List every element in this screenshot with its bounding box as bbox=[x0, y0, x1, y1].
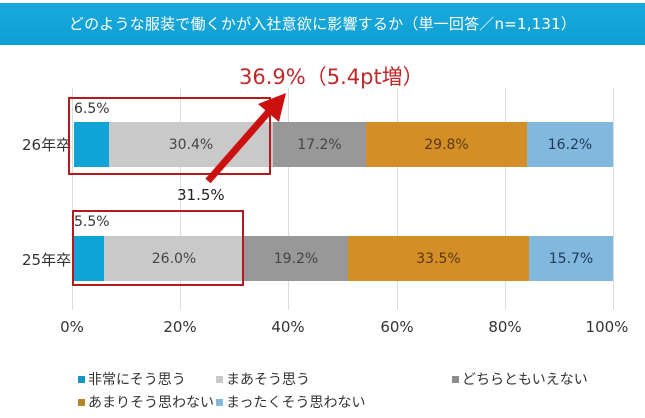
segment-neutral: 17.2% bbox=[273, 122, 366, 167]
legend-swatch bbox=[78, 398, 85, 406]
x-tick-label: 0% bbox=[60, 318, 84, 336]
value-label: 26.0% bbox=[151, 250, 197, 267]
value-label-very-agree-26: 6.5% bbox=[74, 101, 110, 117]
value-label-very-agree-25: 5.5% bbox=[74, 214, 110, 230]
legend-label: あまりそう思わない bbox=[88, 395, 214, 411]
legend-label: どちらともいえない bbox=[462, 372, 588, 388]
gridline-60 bbox=[397, 88, 398, 310]
legend-item-somewhat-disagree: あまりそう思わない bbox=[78, 392, 214, 412]
value-label: 19.2% bbox=[273, 250, 319, 267]
segment-somewhat-agree: 30.4% bbox=[109, 122, 273, 167]
segment-very-agree bbox=[74, 122, 109, 167]
segment-strongly-disagree: 16.2% bbox=[527, 122, 613, 167]
gridline-0 bbox=[72, 88, 73, 310]
legend-item-neutral: どちらともいえない bbox=[452, 369, 588, 389]
gridline-80 bbox=[505, 88, 506, 310]
legend-label: 非常にそう思う bbox=[88, 372, 186, 388]
bar-25: 26.0% 19.2% 33.5% 15.7% bbox=[74, 236, 613, 281]
legend-item-very-agree: 非常にそう思う bbox=[78, 369, 186, 389]
legend-label: まったくそう思わない bbox=[226, 395, 366, 411]
value-label: 30.4% bbox=[168, 136, 214, 153]
x-tick-label: 40% bbox=[271, 318, 305, 336]
x-tick-label: 60% bbox=[380, 318, 414, 336]
category-label-26: 26年卒 bbox=[22, 136, 72, 154]
category-label-25: 25年卒 bbox=[22, 251, 72, 269]
chart-title-banner: どのような服装で働くかが入社意欲に影響するか（単一回答／n=1,131） bbox=[0, 3, 645, 45]
legend-swatch bbox=[452, 375, 459, 383]
value-label: 29.8% bbox=[424, 136, 469, 153]
x-tick-label: 100% bbox=[585, 318, 629, 336]
gridline-100 bbox=[613, 88, 614, 310]
segment-strongly-disagree: 15.7% bbox=[529, 236, 613, 281]
legend-item-strongly-disagree: まったくそう思わない bbox=[216, 392, 365, 412]
legend-item-somewhat-agree: まあそう思う bbox=[216, 369, 310, 389]
segment-neutral: 19.2% bbox=[244, 236, 348, 281]
segment-somewhat-agree: 26.0% bbox=[104, 236, 244, 281]
segment-very-agree bbox=[74, 236, 104, 281]
annotation-increase: 36.9%（5.4pt増） bbox=[239, 65, 424, 89]
legend-swatch bbox=[216, 398, 223, 406]
value-label: 16.2% bbox=[547, 136, 593, 153]
chart-title: どのような服装で働くかが入社意欲に影響するか（単一回答／n=1,131） bbox=[68, 15, 577, 33]
value-label: 33.5% bbox=[416, 250, 461, 267]
segment-somewhat-disagree: 29.8% bbox=[366, 122, 527, 167]
highlight-box-25 bbox=[72, 210, 244, 286]
legend-swatch bbox=[78, 375, 85, 383]
segment-somewhat-disagree: 33.5% bbox=[348, 236, 529, 281]
gridline-40 bbox=[288, 88, 289, 310]
legend-label: まあそう思う bbox=[226, 372, 310, 388]
legend-swatch bbox=[216, 375, 223, 383]
bar-26: 30.4% 17.2% 29.8% 16.2% bbox=[74, 122, 613, 167]
value-label: 15.7% bbox=[548, 250, 594, 267]
x-tick-label: 80% bbox=[488, 318, 522, 336]
gridline-20 bbox=[180, 88, 181, 310]
x-tick-label: 20% bbox=[163, 318, 197, 336]
value-label: 17.2% bbox=[297, 136, 342, 153]
annotation-previous: 31.5% bbox=[177, 186, 225, 204]
highlight-box-26 bbox=[68, 97, 271, 175]
